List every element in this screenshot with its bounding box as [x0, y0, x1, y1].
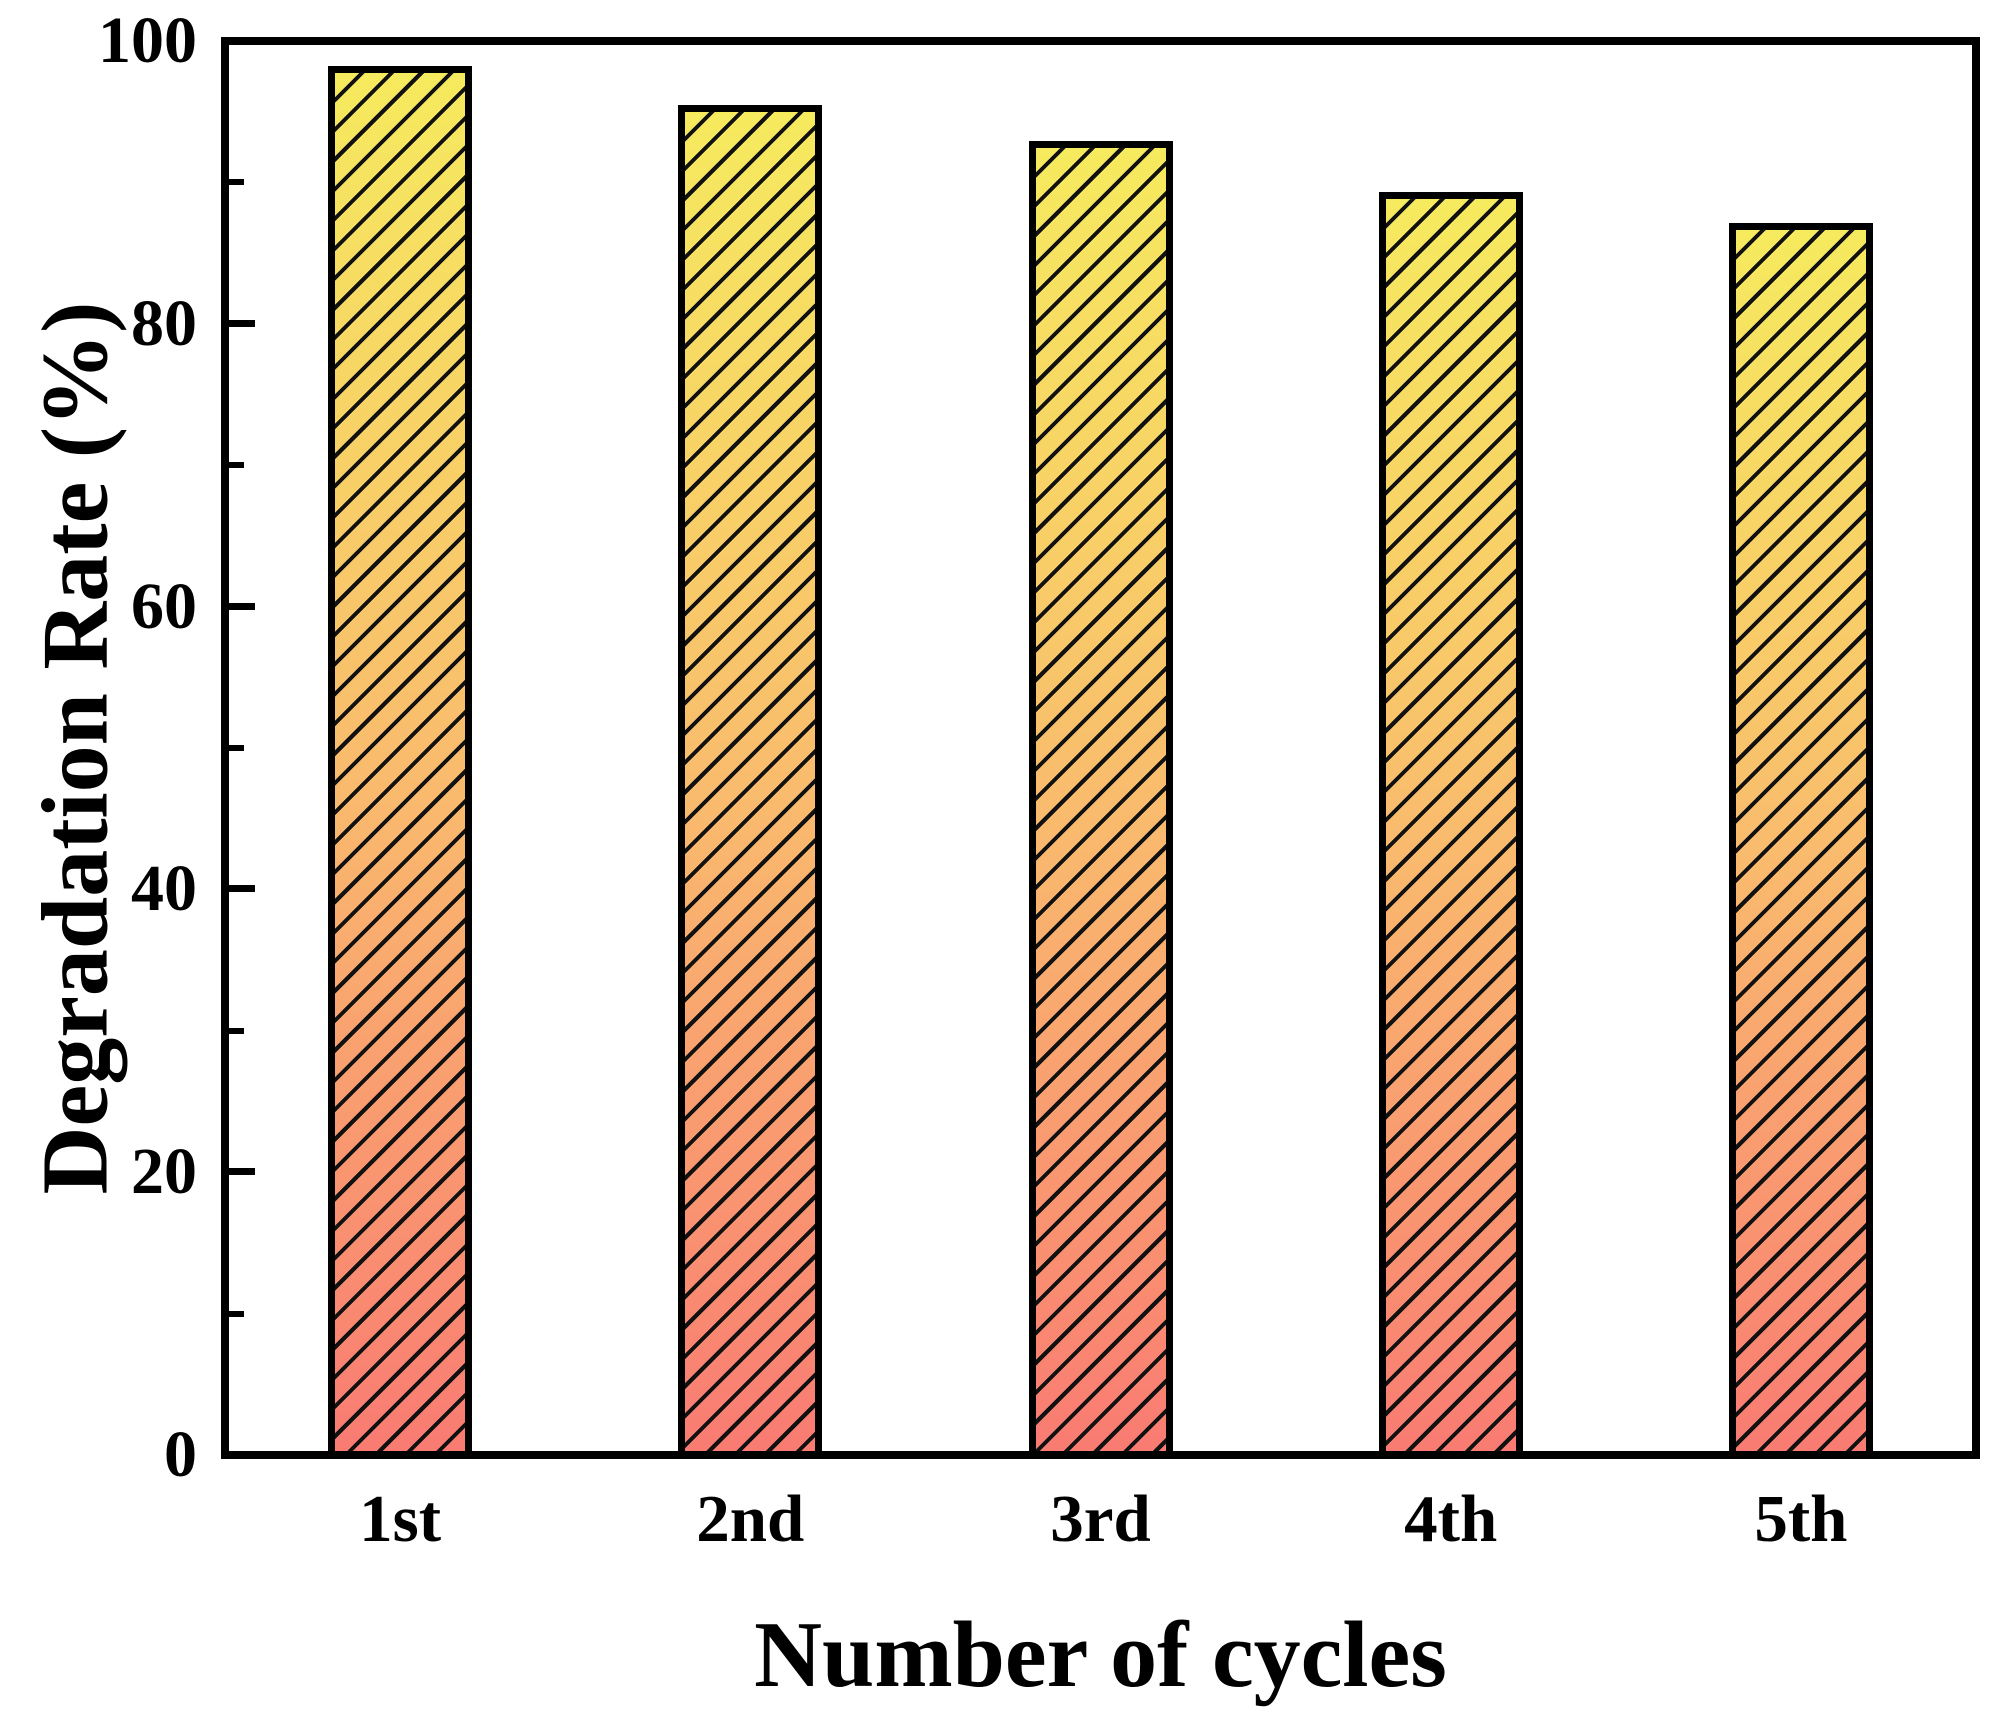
y-tick-label-60: 60: [131, 569, 197, 643]
x-tick-label-4th: 4th: [1404, 1482, 1498, 1556]
bar-1st: [328, 66, 473, 1459]
y-tick-label-0: 0: [164, 1418, 197, 1491]
x-tick-label-1st: 1st: [359, 1482, 442, 1556]
bar-2nd: [678, 104, 823, 1459]
y-tick-label-20: 20: [131, 1135, 197, 1209]
y-major-tick-60: [229, 602, 255, 610]
y-minor-tick-90: [229, 179, 244, 186]
y-minor-tick-30: [229, 1027, 244, 1034]
x-tick-label-5th: 5th: [1754, 1482, 1848, 1556]
y-minor-tick-50: [229, 745, 244, 751]
y-tick-label-80: 80: [131, 286, 197, 360]
y-major-tick-20: [229, 1168, 255, 1176]
y-tick-label-100: 100: [98, 4, 197, 77]
y-major-tick-40: [229, 885, 255, 893]
x-tick-label-3rd: 3rd: [1050, 1482, 1151, 1556]
y-minor-tick-70: [229, 462, 244, 469]
y-axis-title: Degradation Rate (%): [23, 301, 128, 1195]
x-tick-label-2nd: 2nd: [696, 1482, 805, 1556]
plot-frame: [221, 37, 1980, 1459]
x-axis-title: Number of cycles: [754, 1603, 1447, 1707]
bar-3rd: [1028, 141, 1173, 1459]
bar-5th: [1728, 223, 1873, 1459]
y-major-tick-80: [229, 319, 255, 327]
y-tick-label-40: 40: [131, 852, 197, 926]
y-minor-tick-10: [229, 1310, 244, 1317]
